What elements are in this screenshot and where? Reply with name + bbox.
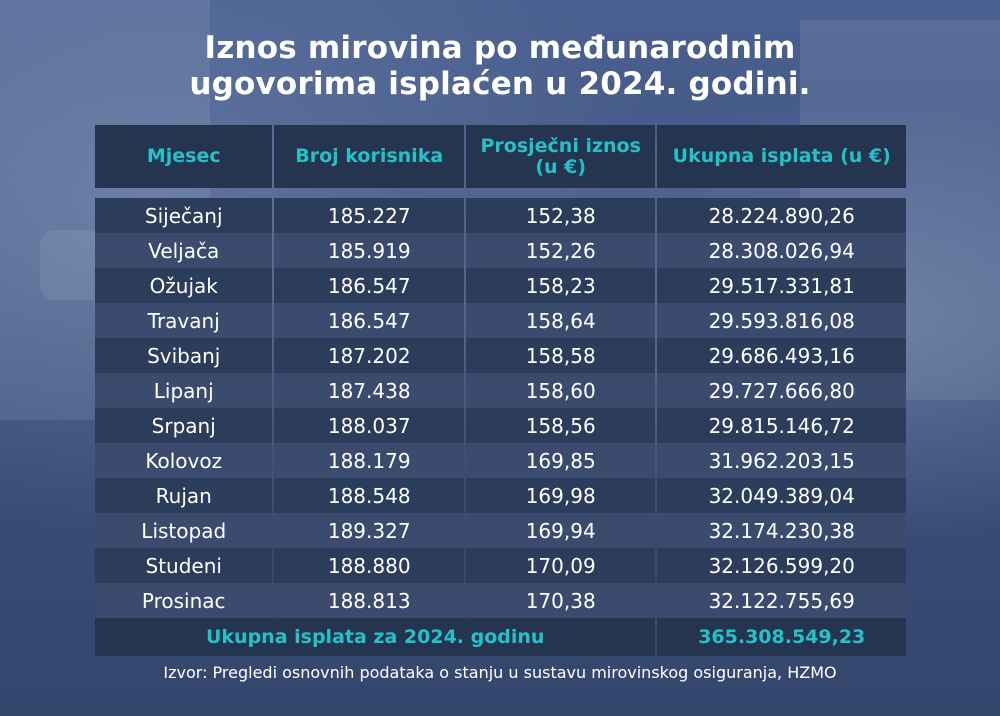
table-cell: 188.179 xyxy=(274,443,464,478)
column-header: Broj korisnika xyxy=(274,125,464,188)
table-cell: 31.962.203,15 xyxy=(657,443,906,478)
table-row: Srpanj 188.037 158,56 29.815.146,72 xyxy=(95,408,906,443)
table-cell: Listopad xyxy=(95,513,273,548)
column-header: Mjesec xyxy=(95,125,273,188)
title-line-2: ugovorima isplaćen u 2024. godini. xyxy=(189,66,811,102)
table-cell: Studeni xyxy=(95,548,273,583)
table-cell: Ožujak xyxy=(95,268,273,303)
table-cell: Svibanj xyxy=(95,338,273,373)
table-cell: 28.224.890,26 xyxy=(657,198,906,233)
table-row: Siječanj 185.227 152,38 28.224.890,26 xyxy=(95,198,906,233)
table-cell: 32.122.755,69 xyxy=(657,583,906,618)
table-row: Lipanj 187.438 158,60 29.727.666,80 xyxy=(95,373,906,408)
table-cell: 29.593.816,08 xyxy=(657,303,906,338)
table-cell: 185.919 xyxy=(274,233,464,268)
table-row: Rujan 188.548 169,98 32.049.389,04 xyxy=(95,478,906,513)
table-row: Travanj 186.547 158,64 29.593.816,08 xyxy=(95,303,906,338)
table-cell: 32.126.599,20 xyxy=(657,548,906,583)
table-row: Kolovoz 188.179 169,85 31.962.203,15 xyxy=(95,443,906,478)
table-body: Siječanj 185.227 152,38 28.224.890,26 Veljač… xyxy=(95,188,906,618)
table-cell: 32.174.230,38 xyxy=(657,513,906,548)
table-cell: 29.517.331,81 xyxy=(657,268,906,303)
table-cell: 158,23 xyxy=(465,268,656,303)
table-cell: 189.327 xyxy=(274,513,464,548)
table-cell: Rujan xyxy=(95,478,273,513)
table-row: Studeni 188.880 170,09 32.126.599,20 xyxy=(95,548,906,583)
table-header-row: Mjesec Broj korisnika Prosječni iznos (u… xyxy=(95,125,906,188)
gap-cell xyxy=(95,188,906,198)
table-cell: 158,60 xyxy=(465,373,656,408)
column-header: Ukupna isplata (u €) xyxy=(657,125,906,188)
table-cell: 158,56 xyxy=(465,408,656,443)
page-title: Iznos mirovina po međunarodnim ugovorima… xyxy=(0,30,1000,102)
source-note: Izvor: Pregledi osnovnih podataka o stan… xyxy=(163,663,837,682)
table-row: Prosinac 188.813 170,38 32.122.755,69 xyxy=(95,583,906,618)
table-row: Ožujak 186.547 158,23 29.517.331,81 xyxy=(95,268,906,303)
table-cell: 187.438 xyxy=(274,373,464,408)
table-cell: 188.548 xyxy=(274,478,464,513)
table-cell: 170,09 xyxy=(465,548,656,583)
table-cell: 186.547 xyxy=(274,268,464,303)
table-cell: 188.880 xyxy=(274,548,464,583)
table-cell: 187.202 xyxy=(274,338,464,373)
table-cell: 28.308.026,94 xyxy=(657,233,906,268)
table-cell: 32.049.389,04 xyxy=(657,478,906,513)
table-cell: 186.547 xyxy=(274,303,464,338)
table-cell: 169,85 xyxy=(465,443,656,478)
table-cell: Lipanj xyxy=(95,373,273,408)
table-cell: 29.815.146,72 xyxy=(657,408,906,443)
table-row: Veljača 185.919 152,26 28.308.026,94 xyxy=(95,233,906,268)
table-cell: Srpanj xyxy=(95,408,273,443)
table-cell: Veljača xyxy=(95,233,273,268)
table-cell: Siječanj xyxy=(95,198,273,233)
table-cell: 185.227 xyxy=(274,198,464,233)
title-line-1: Iznos mirovina po međunarodnim xyxy=(204,30,796,66)
table-cell: 29.686.493,16 xyxy=(657,338,906,373)
pension-table: Mjesec Broj korisnika Prosječni iznos (u… xyxy=(93,125,908,656)
total-label: Ukupna isplata za 2024. godinu xyxy=(95,618,656,656)
table-cell: 152,38 xyxy=(465,198,656,233)
table-cell: 188.813 xyxy=(274,583,464,618)
header-gap xyxy=(95,188,906,198)
table-cell: 169,94 xyxy=(465,513,656,548)
table-cell: 169,98 xyxy=(465,478,656,513)
column-header: Prosječni iznos (u €) xyxy=(465,125,656,188)
total-value: 365.308.549,23 xyxy=(657,618,906,656)
table-row: Listopad 189.327 169,94 32.174.230,38 xyxy=(95,513,906,548)
table-cell: 170,38 xyxy=(465,583,656,618)
table-cell: 29.727.666,80 xyxy=(657,373,906,408)
table-cell: Prosinac xyxy=(95,583,273,618)
table-cell: 152,26 xyxy=(465,233,656,268)
total-row: Ukupna isplata za 2024. godinu 365.308.5… xyxy=(95,618,906,656)
table-cell: 188.037 xyxy=(274,408,464,443)
table-cell: 158,58 xyxy=(465,338,656,373)
table-cell: Travanj xyxy=(95,303,273,338)
table-cell: Kolovoz xyxy=(95,443,273,478)
table-cell: 158,64 xyxy=(465,303,656,338)
table-row: Svibanj 187.202 158,58 29.686.493,16 xyxy=(95,338,906,373)
